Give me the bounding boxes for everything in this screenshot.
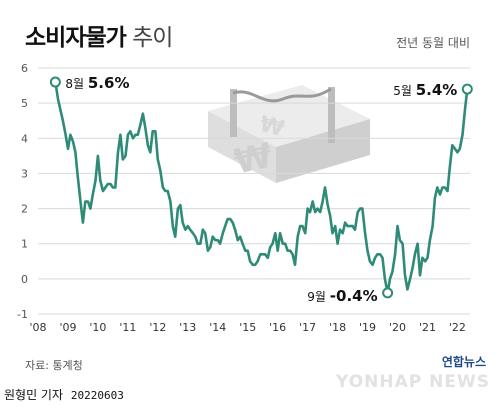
annotation-month: 5월 xyxy=(393,84,416,98)
annotation-value: 5.6% xyxy=(88,74,130,92)
y-tick-label: 3 xyxy=(21,167,28,180)
won-sign-icon: ₩ xyxy=(231,135,276,182)
grid xyxy=(38,67,470,315)
x-tick-label: '13 xyxy=(179,321,196,334)
y-tick-label: 5 xyxy=(21,97,28,110)
subtitle: 전년 동월 대비 xyxy=(396,36,470,50)
annotations: 8월 5.6% 9월 -0.4% 5월 5.4% xyxy=(49,74,473,305)
x-tick-label: '19 xyxy=(359,321,376,334)
x-tick-label: '17 xyxy=(299,321,316,334)
watermark: YONHAP NEWS xyxy=(336,372,490,392)
illustration-pillar-left xyxy=(230,89,237,137)
x-axis: '08 '09 '10 '11 '12 '13 '14 '15 '16 '17 '18 '19 '20 '… xyxy=(29,321,465,334)
annotation-label: 8월 5.6% xyxy=(65,74,129,92)
reporter-name: 원형민 기자 xyxy=(4,388,64,402)
title-bold: 소비자물가 xyxy=(25,25,127,51)
annotation-value: -0.4% xyxy=(330,287,378,305)
x-tick-label: '12 xyxy=(149,321,166,334)
x-tick-label: '11 xyxy=(119,321,136,334)
source-note: 자료: 통계청 xyxy=(25,359,83,372)
y-tick-label: 0 xyxy=(21,273,28,286)
y-tick-label: 4 xyxy=(21,132,28,145)
x-tick-label: '22 xyxy=(449,321,466,334)
annotation-marker xyxy=(382,287,394,299)
y-axis: -1 0 1 2 3 4 5 6 xyxy=(17,62,28,321)
y-tick-label: 1 xyxy=(21,238,28,251)
series-line xyxy=(54,81,469,295)
byline: 원형민 기자 20220603 xyxy=(4,386,124,403)
illustration-pillar-right xyxy=(328,87,335,143)
page-title: 소비자물가 추이 xyxy=(25,18,173,52)
annotation-value: 5.4% xyxy=(416,81,458,99)
price-illustration: ₩ ₩ xyxy=(208,85,370,183)
x-tick-label: '10 xyxy=(89,321,106,334)
y-tick-label: 6 xyxy=(21,62,28,75)
y-tick-label: -1 xyxy=(17,308,28,321)
byline-date: 20220603 xyxy=(70,389,124,402)
illustration-rope xyxy=(232,87,332,103)
x-tick-label: '15 xyxy=(239,321,256,334)
annotation-label: 9월 -0.4% xyxy=(307,287,377,305)
x-tick-label: '21 xyxy=(419,321,436,334)
title-light: 추이 xyxy=(132,25,173,51)
illustration-block-side xyxy=(276,119,370,183)
annotation-label: 5월 5.4% xyxy=(393,81,457,99)
illustration-block-front xyxy=(208,111,276,183)
x-tick-label: '08 xyxy=(29,321,46,334)
x-tick-label: '18 xyxy=(329,321,346,334)
x-tick-label: '09 xyxy=(59,321,76,334)
yonhap-logo: 연합뉴스 xyxy=(441,355,486,369)
annotation-month: 9월 xyxy=(307,290,330,304)
y-tick-label: 2 xyxy=(21,203,28,216)
x-tick-label: '14 xyxy=(209,321,226,334)
annotation-month: 8월 xyxy=(65,77,88,91)
annotation-marker xyxy=(49,76,61,88)
x-tick-label: '20 xyxy=(389,321,406,334)
annotation-marker xyxy=(461,83,473,95)
x-tick-label: '16 xyxy=(269,321,286,334)
